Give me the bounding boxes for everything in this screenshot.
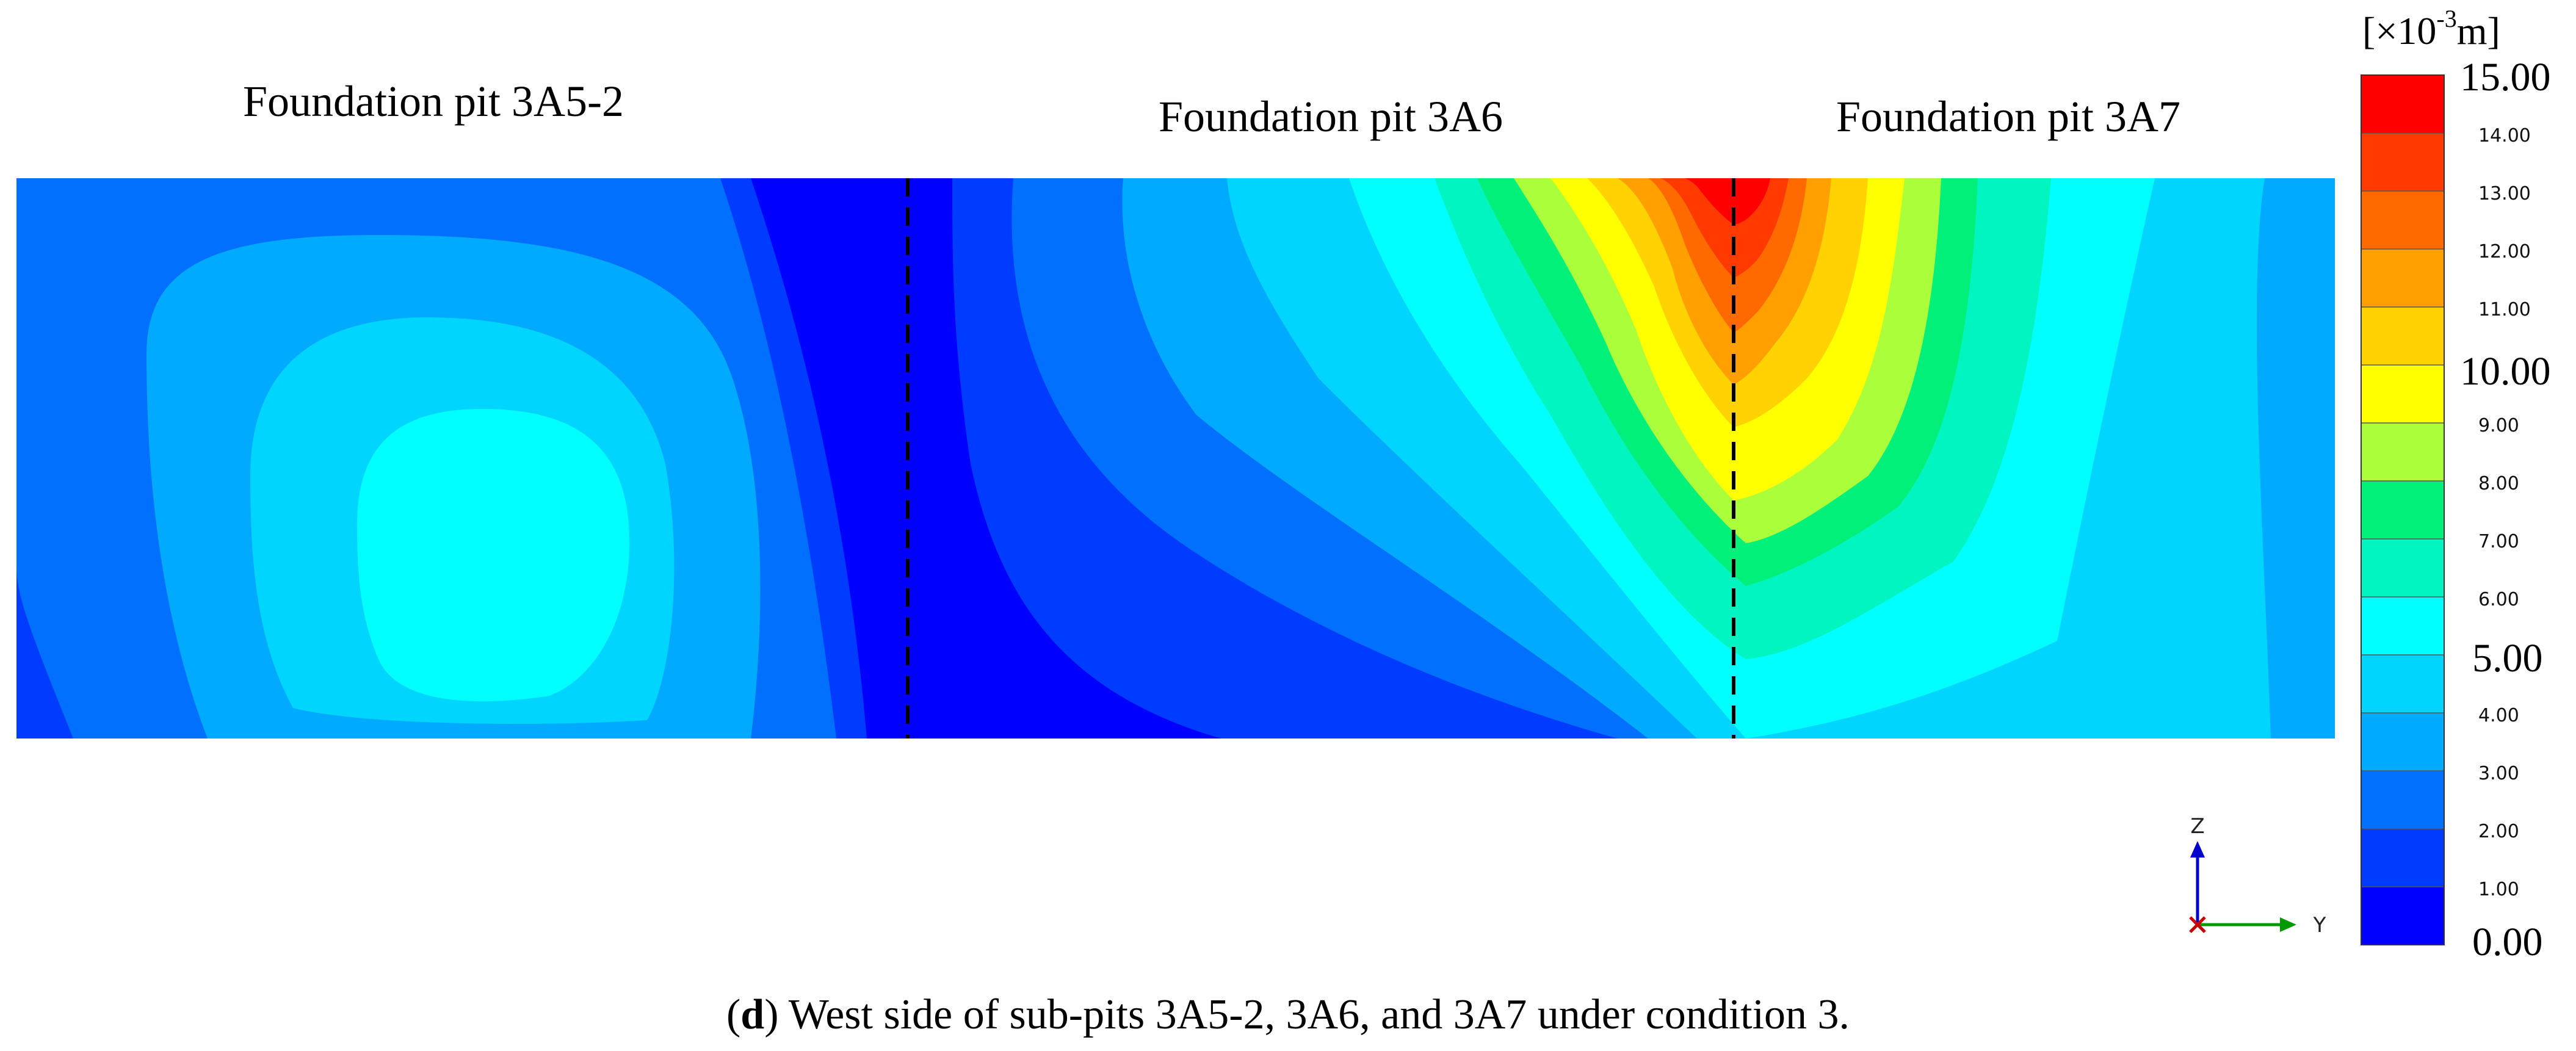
colorbar-unit: [×10-3m] [2362, 5, 2500, 52]
colorbar-band [2361, 829, 2444, 887]
colorbar-tick-6: 6.00 [2478, 589, 2519, 610]
colorbar-band [2361, 887, 2444, 945]
z-axis-arrowhead [2190, 841, 2205, 858]
colorbar-band [2361, 75, 2444, 134]
colorbar-tick-7: 7.00 [2478, 531, 2519, 552]
colorbar-tick-1: 1.00 [2478, 879, 2519, 900]
colorbar-tick-13: 13.00 [2478, 183, 2531, 204]
pit-label-3a7: Foundation pit 3A7 [1836, 92, 2180, 141]
colorbar-tick-10: 10.00 [2460, 349, 2551, 394]
contour-plot [16, 178, 2335, 739]
colorbar-tick-11: 11.00 [2478, 299, 2531, 320]
colorbar-tick-14: 14.00 [2478, 125, 2531, 146]
colorbar-band [2361, 539, 2444, 598]
figure-caption: (d) West side of sub-pits 3A5-2, 3A6, an… [726, 991, 1850, 1038]
colorbar-tick-8: 8.00 [2478, 473, 2519, 494]
colorbar-band [2361, 655, 2444, 713]
colorbar-band [2361, 481, 2444, 540]
contour-band-14 [1685, 178, 1770, 225]
colorbar-band [2361, 713, 2444, 771]
colorbar-band [2361, 771, 2444, 829]
colorbar-tick-9: 9.00 [2478, 415, 2519, 436]
colorbar-tick-5: 5.00 [2472, 636, 2543, 681]
colorbar-band [2361, 597, 2444, 656]
colorbar-band [2361, 365, 2444, 424]
colorbar-tick-12: 12.00 [2478, 241, 2531, 262]
colorbar-band [2361, 307, 2444, 366]
colorbar-tick-4: 4.00 [2478, 705, 2519, 726]
y-axis-label: Y [2313, 913, 2326, 937]
colorbar: [×10-3m] 15.00 10.00 5.00 0.00 14.00 13.… [2361, 5, 2551, 964]
colorbar-bands [2361, 75, 2444, 945]
colorbar-tick-15: 15.00 [2460, 55, 2551, 99]
x-axis-mark-2 [2189, 916, 2206, 933]
z-axis-label: Z [2190, 814, 2204, 839]
colorbar-frame [2361, 74, 2445, 945]
colorbar-band [2361, 191, 2444, 250]
colorbar-tick-0: 0.00 [2472, 920, 2543, 964]
colorbar-tick-2: 2.00 [2478, 821, 2519, 842]
pit-label-3a5-2: Foundation pit 3A5-2 [243, 77, 624, 126]
axis-triad: Z Y [2189, 814, 2326, 937]
pit-label-3a6: Foundation pit 3A6 [1159, 92, 1503, 141]
colorbar-band [2361, 249, 2444, 308]
colorbar-tick-3: 3.00 [2478, 763, 2519, 784]
colorbar-band [2361, 133, 2444, 192]
colorbar-band [2361, 423, 2444, 482]
y-axis-arrowhead [2280, 917, 2296, 932]
